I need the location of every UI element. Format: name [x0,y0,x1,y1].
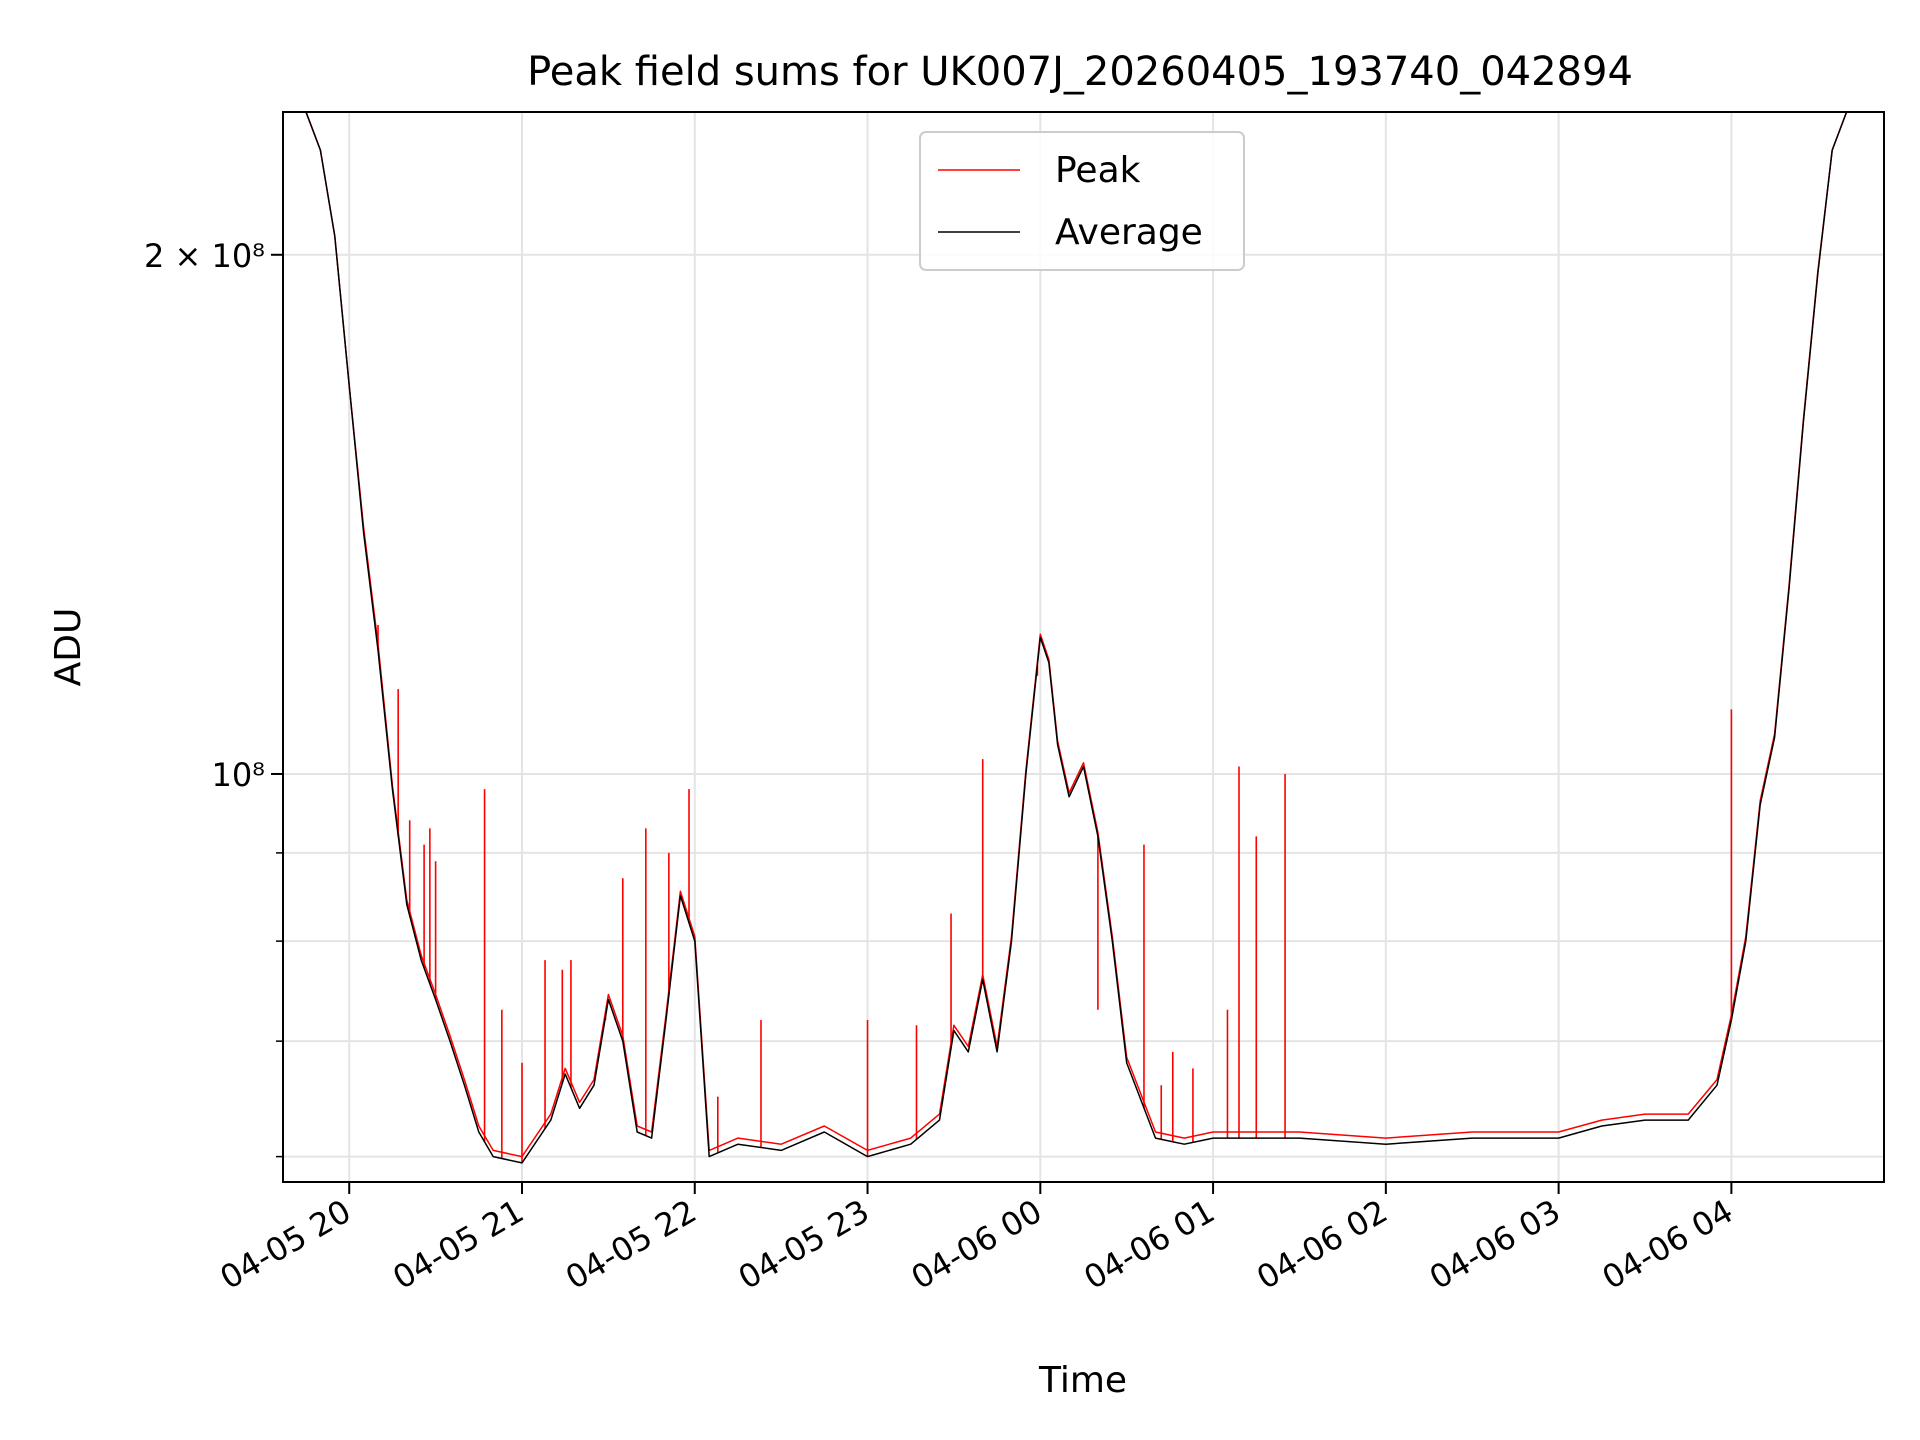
y-axis-label: ADU [48,608,89,687]
y-tick-label: 10⁸ [211,756,265,794]
legend-label-peak: Peak [1055,150,1141,191]
series-layer [283,112,1884,1164]
series-line-average [283,112,1884,1164]
chart-title: Peak field sums for UK007J_20260405_1937… [527,49,1633,95]
legend-label-average: Average [1055,212,1203,253]
y-axis: 2 × 10⁸ 10⁸ [144,237,283,1158]
y-tick-label: 2 × 10⁸ [144,237,265,275]
legend-frame [919,131,1245,271]
legend: Peak Average [919,131,1245,271]
plot-frame [282,111,1885,1183]
series-line-peak [283,112,1884,1158]
x-axis-label: Time [1038,1360,1127,1401]
